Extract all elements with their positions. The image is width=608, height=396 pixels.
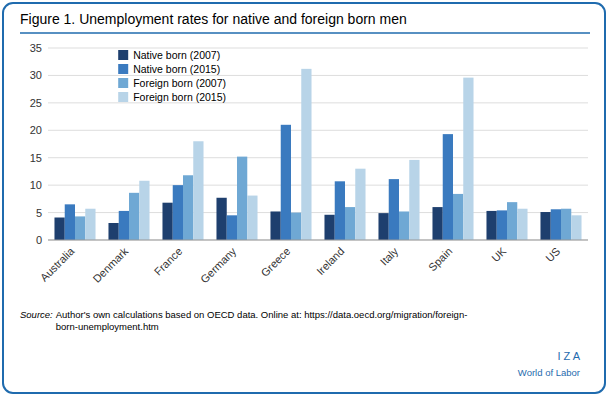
bar <box>517 209 527 240</box>
x-axis: Australia Denmark France Germany Greece Irela… <box>38 244 563 285</box>
bar <box>54 218 64 240</box>
x-tick-label: US <box>543 245 562 264</box>
bar <box>173 185 183 240</box>
bar <box>540 212 550 240</box>
bar <box>108 223 118 240</box>
bar <box>291 213 301 240</box>
x-tick-label: Greece <box>258 245 292 279</box>
x-tick-label: Spain <box>426 245 454 273</box>
y-tick-label: 5 <box>36 207 42 219</box>
source-text: Author's own calculations based on OECD … <box>56 309 468 332</box>
bar <box>193 141 203 240</box>
y-tick-label: 0 <box>36 234 42 246</box>
legend-swatch <box>118 50 128 60</box>
bar <box>453 194 463 240</box>
bar <box>335 181 345 240</box>
bar <box>497 210 507 240</box>
bar <box>237 157 247 240</box>
logo-subtext: World of Labor <box>518 367 580 378</box>
bars <box>54 69 581 240</box>
x-tick-label: Italy <box>378 245 401 268</box>
grid-line <box>48 102 588 103</box>
bar <box>561 209 571 240</box>
legend-label: Foreign born (2015) <box>133 91 226 103</box>
bar <box>139 181 149 240</box>
grid-line <box>48 240 588 241</box>
bar <box>443 134 453 240</box>
grid-line <box>48 185 588 186</box>
bar <box>409 160 419 240</box>
bar <box>301 69 311 240</box>
bar <box>399 211 409 240</box>
bar <box>486 211 496 240</box>
bar <box>551 209 561 240</box>
legend-label: Native born (2007) <box>133 49 220 61</box>
y-tick-label: 30 <box>30 69 42 81</box>
bar <box>507 202 517 240</box>
logo-text: I Z A <box>557 350 580 362</box>
bar <box>183 175 193 240</box>
x-tick-label: UK <box>489 244 509 264</box>
title-rule <box>20 32 590 34</box>
y-tick-label: 20 <box>30 124 42 136</box>
bar <box>65 204 75 240</box>
y-tick-label: 35 <box>30 42 42 54</box>
title: Figure 1. Unemployment rates for native … <box>20 11 407 27</box>
bar <box>281 125 291 240</box>
bar <box>119 211 129 240</box>
border <box>3 3 605 393</box>
y-tick-label: 15 <box>30 152 42 164</box>
grid-line <box>48 48 588 49</box>
bar <box>85 209 95 240</box>
y-tick-label: 25 <box>30 97 42 109</box>
y-axis: 0 5 10 15 20 25 30 35 <box>30 42 588 246</box>
bar <box>355 169 365 240</box>
grid-line <box>48 157 588 158</box>
legend-label: Native born (2015) <box>133 63 220 75</box>
source-label: Source: <box>20 309 53 320</box>
bar <box>227 215 237 240</box>
bar <box>463 78 473 240</box>
bar <box>378 213 388 240</box>
bar <box>247 196 257 240</box>
x-tick-label: Denmark <box>90 245 130 285</box>
bar <box>162 203 172 240</box>
bar <box>345 207 355 240</box>
x-tick-label: Germany <box>198 245 239 286</box>
x-tick-label: France <box>152 245 185 278</box>
legend-swatch <box>118 92 128 102</box>
grid-line <box>48 75 588 76</box>
bar <box>432 207 442 240</box>
legend: Native born (2007) Native born (2015) Fore… <box>118 49 226 103</box>
chart: Figure 1. Unemployment rates for native … <box>0 0 608 396</box>
bar <box>129 193 139 240</box>
x-tick-label: Australia <box>38 244 77 283</box>
legend-swatch <box>118 64 128 74</box>
x-axis-line <box>48 240 588 241</box>
grid-line <box>48 130 588 131</box>
bar <box>216 198 226 240</box>
bar <box>324 215 334 240</box>
bar <box>571 215 581 240</box>
legend-swatch <box>118 78 128 88</box>
bar <box>389 179 399 240</box>
x-tick-label: Ireland <box>314 245 346 277</box>
y-tick-label: 10 <box>30 179 42 191</box>
bar <box>75 216 85 240</box>
legend-label: Foreign born (2007) <box>133 77 226 89</box>
bar <box>270 211 280 240</box>
